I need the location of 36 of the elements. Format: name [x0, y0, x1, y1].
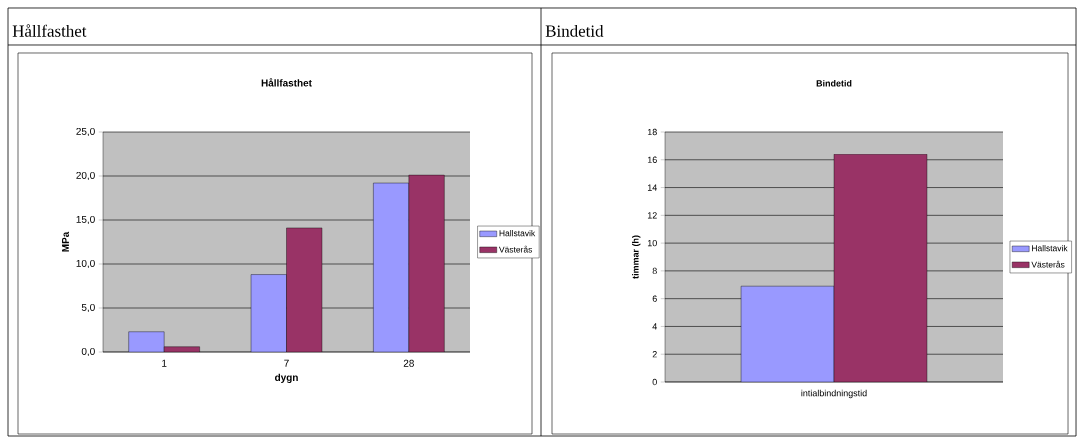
chart-title: Bindetid	[816, 79, 852, 87]
y-tick-label: 5,0	[81, 303, 95, 313]
text: Hållfasthet	[12, 24, 87, 37]
y-tick-label: 15,0	[76, 215, 95, 225]
bar	[286, 227, 323, 352]
y-tick-label: 10	[647, 239, 657, 247]
x-tick-label: 7	[284, 359, 289, 367]
y-tick-label: 0	[652, 378, 657, 386]
bar	[373, 182, 410, 352]
chart-title: Hållfasthet	[261, 78, 312, 87]
y-tick-label: 12	[647, 212, 657, 219]
y-tick-label: 25,0	[76, 127, 95, 137]
y-tick-label: 14	[647, 184, 657, 191]
y-tick-label: 4	[652, 323, 657, 330]
y-tick-label: 18	[647, 128, 657, 136]
y-tick-label: 2	[652, 351, 657, 358]
y-tick-label: 10,0	[76, 259, 95, 269]
legend-label: Hallstavik	[1032, 245, 1068, 252]
legend-label: Västerås	[498, 245, 533, 253]
bar	[128, 331, 165, 352]
legend-label: Västerås	[1031, 260, 1065, 268]
legend-label: Hallstavik	[499, 230, 536, 237]
text: Bindetid	[545, 24, 604, 37]
y-tick-label: 8	[652, 267, 657, 275]
x-tick-label: 1	[162, 359, 167, 367]
y-tick-label: 16	[647, 156, 657, 163]
x-tick-label: intialbindningstid	[801, 389, 867, 399]
x-tick-label: 28	[403, 359, 414, 367]
x-axis-title: dygn	[275, 373, 298, 383]
y-tick-label: 6	[652, 295, 657, 302]
bar	[250, 274, 287, 352]
y-tick-label: 0,0	[81, 347, 95, 357]
y-axis-title: timmar (h)	[632, 235, 641, 279]
y-tick-label: 20,0	[76, 171, 95, 181]
y-axis-title: MPa	[62, 231, 69, 252]
bar	[408, 174, 445, 352]
